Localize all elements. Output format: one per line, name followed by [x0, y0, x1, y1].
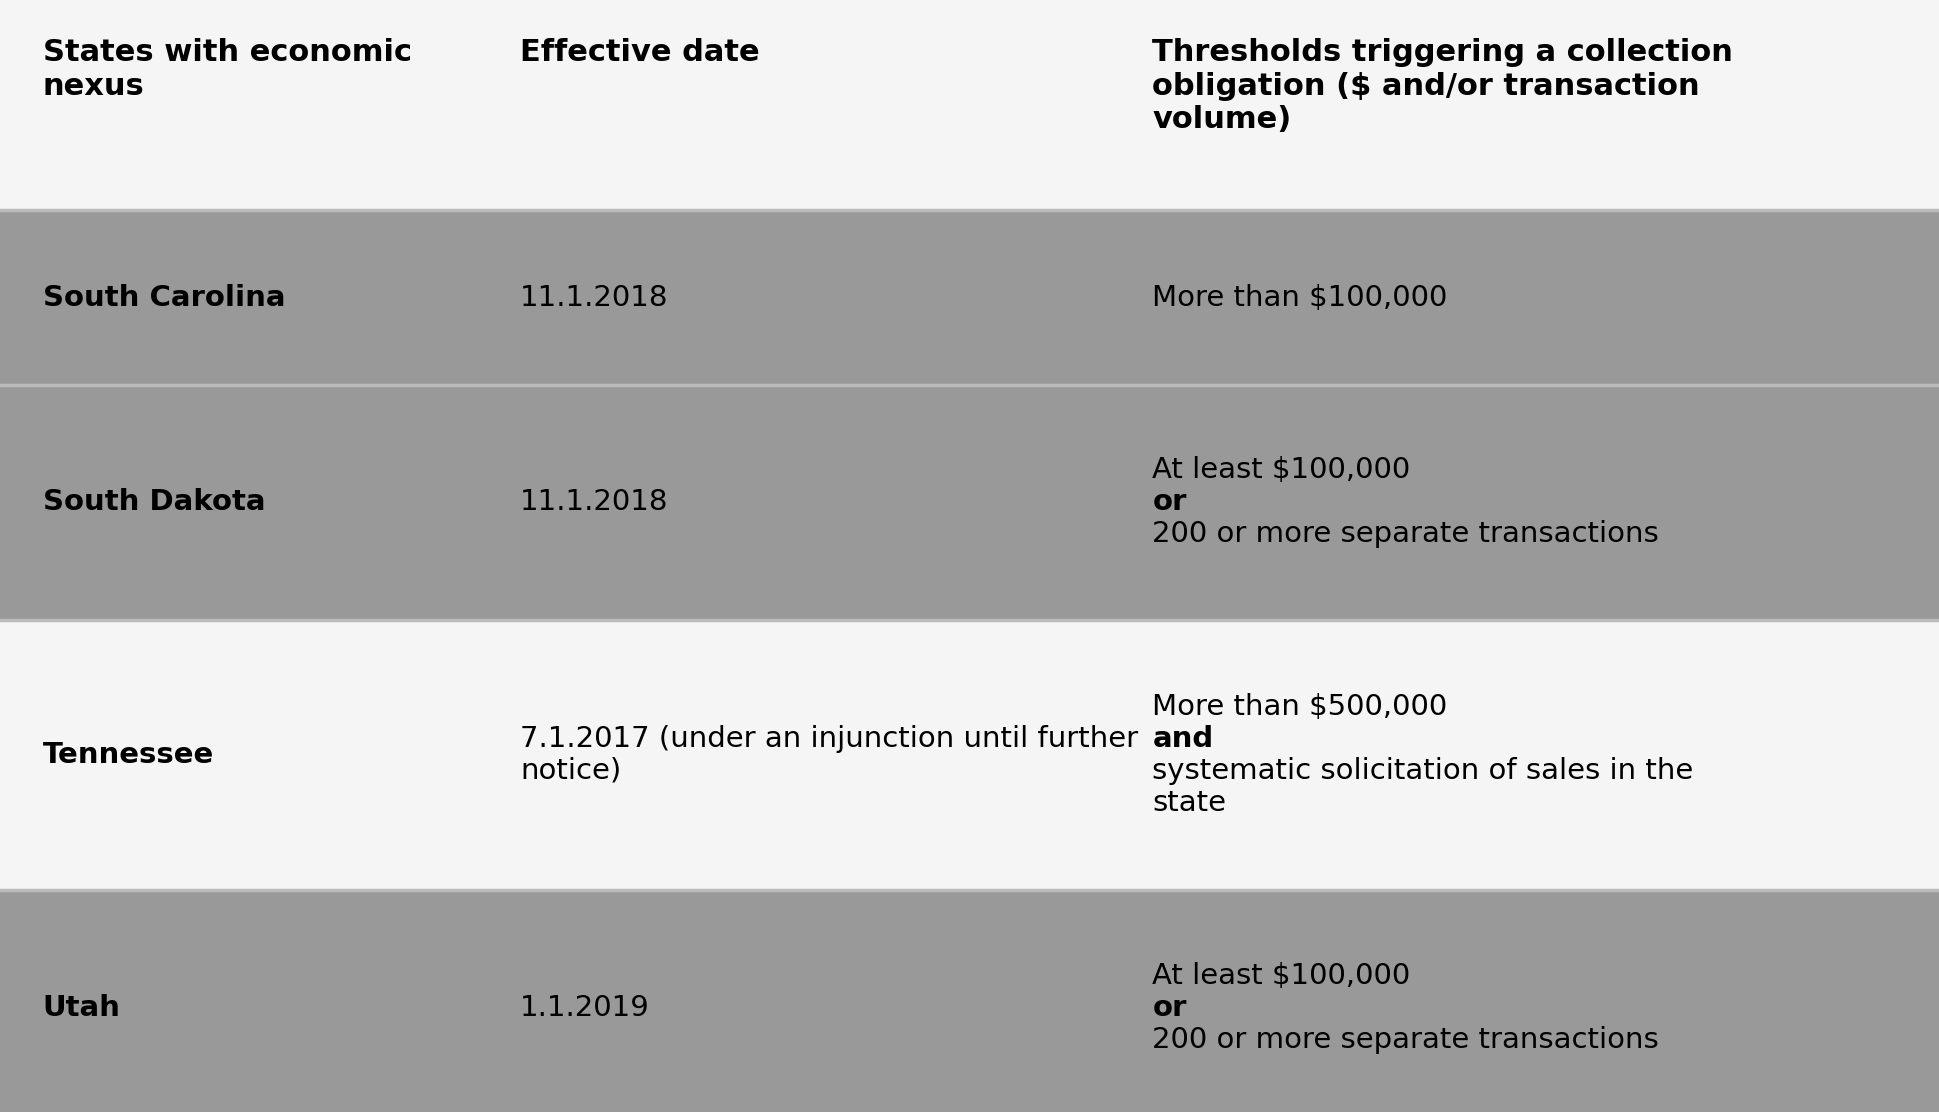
Text: More than $100,000: More than $100,000: [1152, 284, 1446, 311]
Text: Tennessee: Tennessee: [43, 741, 213, 770]
Text: 200 or more separate transactions: 200 or more separate transactions: [1152, 520, 1658, 548]
Text: 11.1.2018: 11.1.2018: [520, 488, 669, 516]
Text: notice): notice): [520, 757, 620, 785]
Bar: [0, 620, 1939, 890]
Text: Thresholds triggering a collection
obligation ($ and/or transaction
volume): Thresholds triggering a collection oblig…: [1152, 38, 1732, 135]
Text: South Dakota: South Dakota: [43, 488, 266, 516]
Text: or: or: [1152, 488, 1187, 516]
Text: 200 or more separate transactions: 200 or more separate transactions: [1152, 1025, 1658, 1053]
Text: South Carolina: South Carolina: [43, 284, 285, 311]
Text: Effective date: Effective date: [520, 38, 760, 67]
Text: 7.1.2017 (under an injunction until further: 7.1.2017 (under an injunction until furt…: [520, 725, 1138, 753]
Text: 1.1.2019: 1.1.2019: [520, 993, 650, 1022]
Text: systematic solicitation of sales in the: systematic solicitation of sales in the: [1152, 757, 1693, 785]
Bar: [0, 890, 1939, 1112]
Text: At least $100,000: At least $100,000: [1152, 457, 1410, 485]
Bar: [0, 210, 1939, 385]
Text: and: and: [1152, 725, 1214, 753]
Text: Utah: Utah: [43, 993, 120, 1022]
Text: More than $500,000: More than $500,000: [1152, 693, 1446, 721]
Text: or: or: [1152, 993, 1187, 1022]
Text: States with economic
nexus: States with economic nexus: [43, 38, 411, 100]
Bar: [0, 385, 1939, 620]
Text: 11.1.2018: 11.1.2018: [520, 284, 669, 311]
Bar: [0, 0, 1939, 210]
Text: state: state: [1152, 790, 1225, 817]
Text: At least $100,000: At least $100,000: [1152, 962, 1410, 990]
